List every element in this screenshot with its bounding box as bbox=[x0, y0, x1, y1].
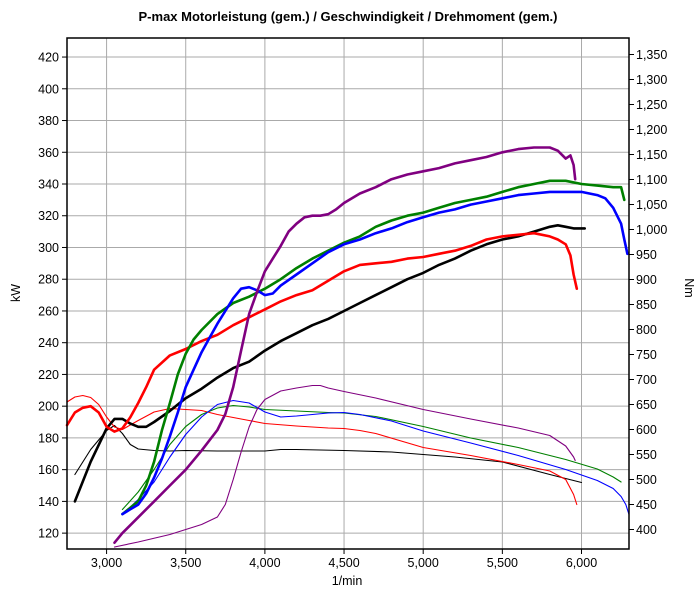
y-left-tick-label: 120 bbox=[38, 527, 59, 541]
y-axis-right-label: Nm bbox=[682, 278, 696, 297]
y-right-tick-label: 950 bbox=[636, 248, 657, 262]
chart-title: P-max Motorleistung (gem.) / Geschwindig… bbox=[139, 9, 558, 24]
y-right-tick-label: 1,100 bbox=[636, 173, 667, 187]
y-left-tick-label: 400 bbox=[38, 82, 59, 96]
y-right-tick-label: 400 bbox=[636, 523, 657, 537]
x-tick-label: 4,000 bbox=[249, 556, 280, 570]
black-power-line bbox=[73, 224, 586, 503]
y-axis-left-label: kW bbox=[9, 284, 23, 302]
purple-torque-line bbox=[113, 384, 576, 548]
y-left-tick-label: 380 bbox=[38, 114, 59, 128]
y-left-tick-label: 300 bbox=[38, 241, 59, 255]
y-left-tick-label: 340 bbox=[38, 178, 59, 192]
y-left-tick-label: 200 bbox=[38, 400, 59, 414]
y-left-tick-label: 260 bbox=[38, 304, 59, 318]
x-tick-label: 3,500 bbox=[170, 556, 201, 570]
y-right-tick-label: 1,250 bbox=[636, 98, 667, 112]
y-right-tick-label: 550 bbox=[636, 448, 657, 462]
y-left-tick-label: 180 bbox=[38, 431, 59, 445]
blue-torque-line bbox=[121, 399, 630, 516]
x-axis: 3,000 3,500 4,000 4,500 5,000 5,500 6,000 bbox=[91, 549, 597, 570]
x-tick-label: 6,000 bbox=[566, 556, 597, 570]
purple-power-line bbox=[113, 146, 577, 544]
blue-power-line bbox=[121, 190, 629, 516]
y-left-tick-label: 360 bbox=[38, 146, 59, 160]
y-right-tick-label: 1,000 bbox=[636, 223, 667, 237]
x-tick-label: 3,000 bbox=[91, 556, 122, 570]
x-tick-label: 5,000 bbox=[408, 556, 439, 570]
y-right-tick-label: 650 bbox=[636, 398, 657, 412]
y-left-tick-label: 220 bbox=[38, 368, 59, 382]
y-right-tick-label: 700 bbox=[636, 373, 657, 387]
y-right-tick-label: 450 bbox=[636, 498, 657, 512]
x-tick-label: 5,500 bbox=[487, 556, 518, 570]
red-torque-line bbox=[66, 394, 578, 506]
y-right-tick-label: 500 bbox=[636, 473, 657, 487]
x-tick-label: 4,500 bbox=[328, 556, 359, 570]
plot-frame bbox=[66, 37, 630, 550]
green-power-line bbox=[121, 179, 626, 516]
y-left-tick-label: 160 bbox=[38, 463, 59, 477]
y-left-tick-label: 240 bbox=[38, 336, 59, 350]
y-right-tick-label: 1,350 bbox=[636, 48, 667, 62]
red-power-line bbox=[65, 231, 579, 433]
y-axis-left: 120 140 160 180 200 220 240 260 280 300 320 340 360 3… bbox=[38, 51, 67, 541]
y-right-tick-label: 600 bbox=[636, 423, 657, 437]
y-left-tick-label: 280 bbox=[38, 273, 59, 287]
y-axis-right: 400 450 500 550 600 650 700 750 800 850 900 950 1,00… bbox=[629, 48, 667, 537]
y-left-tick-label: 420 bbox=[38, 51, 59, 65]
y-left-tick-label: 320 bbox=[38, 209, 59, 223]
green-torque-line bbox=[121, 404, 622, 511]
series-group bbox=[65, 146, 630, 548]
y-right-tick-label: 1,200 bbox=[636, 123, 667, 137]
y-right-tick-label: 750 bbox=[636, 348, 657, 362]
y-right-tick-label: 1,150 bbox=[636, 148, 667, 162]
x-axis-label: 1/min bbox=[332, 574, 363, 588]
y-right-tick-label: 1,050 bbox=[636, 198, 667, 212]
y-right-tick-label: 900 bbox=[636, 273, 657, 287]
y-right-tick-label: 800 bbox=[636, 323, 657, 337]
y-left-tick-label: 140 bbox=[38, 495, 59, 509]
y-right-tick-label: 1,300 bbox=[636, 73, 667, 87]
y-right-tick-label: 850 bbox=[636, 298, 657, 312]
